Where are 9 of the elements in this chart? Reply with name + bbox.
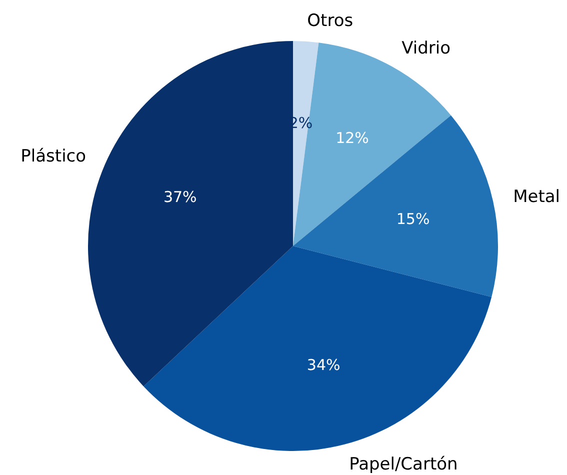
slice-label: Vidrio (402, 38, 451, 58)
data-label: 15% (396, 210, 430, 228)
slice-label: Papel/Cartón (349, 454, 458, 474)
data-label: 37% (163, 188, 197, 206)
data-label: 34% (306, 356, 340, 374)
slice-label: Otros (307, 10, 354, 31)
slice-label: Metal (513, 186, 560, 207)
data-label: 12% (336, 129, 369, 148)
slice-label: Plástico (20, 146, 86, 166)
